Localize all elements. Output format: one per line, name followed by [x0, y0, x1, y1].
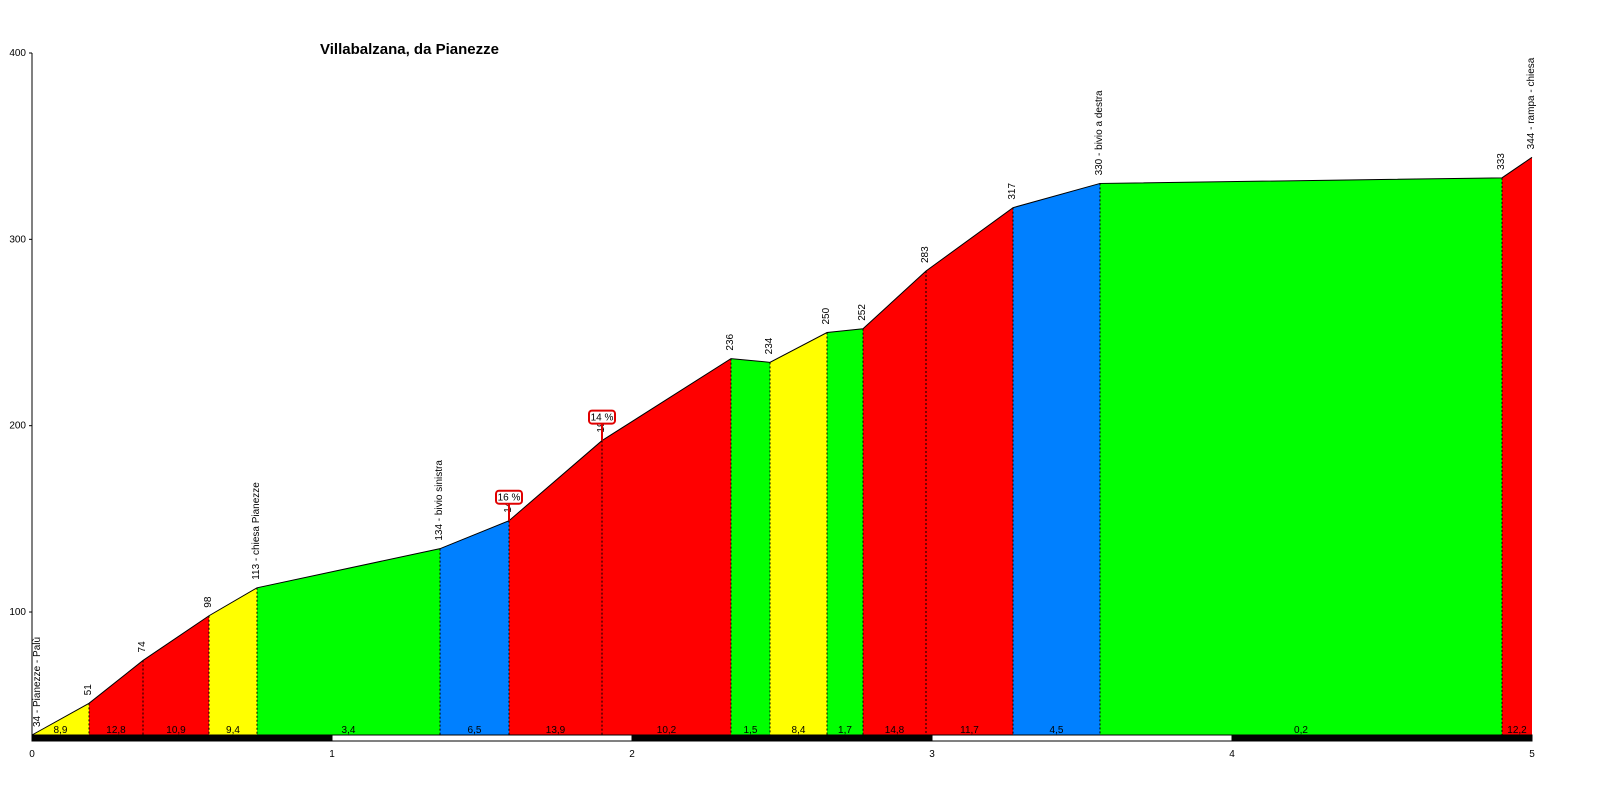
x-tick-label: 3	[929, 749, 935, 760]
point-labels: 34 - Pianezze - Palù 51 74 98 113 - chiesa P…	[32, 57, 1537, 727]
x-tick-label: 0	[29, 749, 35, 760]
profile-segment	[827, 328, 863, 735]
profile-segment	[209, 587, 257, 735]
x-tick-label: 4	[1229, 749, 1235, 760]
profile-segment	[257, 548, 440, 735]
max-gradient-badge	[495, 489, 523, 505]
profile-segment	[602, 358, 731, 735]
segment-gradient-label: 0,2	[1294, 725, 1308, 736]
point-label: 317	[1007, 183, 1018, 200]
segment-gradient-label: 13,9	[546, 725, 566, 736]
x-tick-label: 1	[329, 749, 335, 760]
segment-gradient-label: 1,5	[744, 725, 758, 736]
point-label: 236	[725, 333, 736, 350]
segment-gradient-label: 10,9	[166, 725, 186, 736]
profile-segment	[926, 207, 1013, 736]
max-gradient-label: 14 %	[591, 413, 614, 424]
segment-gradient-label: 11,7	[960, 725, 979, 736]
point-label: 252	[857, 304, 868, 321]
segment-gradient-label: 6,5	[468, 725, 482, 736]
profile-segment	[863, 271, 926, 735]
profile-segment	[440, 520, 509, 735]
profile-segment	[770, 332, 827, 735]
profile-segment	[1502, 157, 1532, 735]
profile-segment	[1013, 183, 1100, 736]
profile-segment	[143, 615, 209, 735]
y-tick-label: 300	[9, 234, 26, 245]
x-axis-bar	[31, 734, 333, 742]
segment-gradient-label: 12,8	[106, 725, 126, 736]
segment-gradient-label: 10,2	[657, 725, 677, 736]
segment-gradient-label: 12,2	[1507, 725, 1527, 736]
y-tick-label: 400	[9, 48, 26, 59]
x-axis-bar	[1231, 734, 1533, 742]
segment-gradient-label: 3,4	[342, 725, 356, 736]
profile-segment	[89, 660, 143, 735]
point-label: 344 - rampa - chiesa	[1526, 57, 1537, 149]
chart-title: Villabalzana, da Pianezze	[320, 41, 499, 58]
segment-gradient-label: 8,4	[792, 725, 806, 736]
point-label: 283	[920, 246, 931, 263]
x-axis-bar	[931, 734, 1233, 742]
point-label: 98	[203, 596, 214, 608]
profile-segment	[1100, 177, 1502, 736]
x-axis-bar	[631, 734, 933, 742]
point-label: 51	[83, 684, 94, 696]
max-gradient-badge	[588, 409, 616, 425]
segment-gradient-label: 14,8	[885, 725, 905, 736]
point-label: 74	[137, 641, 148, 653]
profile-segment	[731, 358, 770, 735]
y-tick-label: 100	[9, 607, 26, 618]
segment-gradient-label: 1,7	[838, 725, 852, 736]
point-label: 34 - Pianezze - Palù	[32, 637, 43, 727]
segment-gradient-label: 8,9	[54, 725, 68, 736]
point-label: 330 - bivio a destra	[1094, 90, 1105, 175]
point-label: 250	[821, 307, 832, 324]
point-label: 134 - bivio sinistra	[434, 460, 445, 541]
x-tick-label: 2	[629, 749, 635, 760]
point-label: 333	[1496, 153, 1507, 170]
segment-gradient-label: 4,5	[1050, 725, 1064, 736]
profile-area: 8,9 12,8 10,9 9,4 3,4 6,5 13,9 10,2 1,5 8,4 1,7 14,…	[31, 156, 1533, 736]
y-tick-label: 200	[9, 421, 26, 432]
profile-segment	[509, 440, 602, 735]
point-label: 234	[764, 337, 775, 354]
max-gradient-label: 16 %	[498, 493, 521, 504]
point-label: 113 - chiesa Pianezze	[251, 482, 262, 580]
x-axis-bar	[331, 734, 633, 742]
profile-outline	[31, 156, 1533, 736]
segment-gradient-label: 9,4	[226, 725, 240, 736]
x-tick-label: 5	[1529, 749, 1535, 760]
